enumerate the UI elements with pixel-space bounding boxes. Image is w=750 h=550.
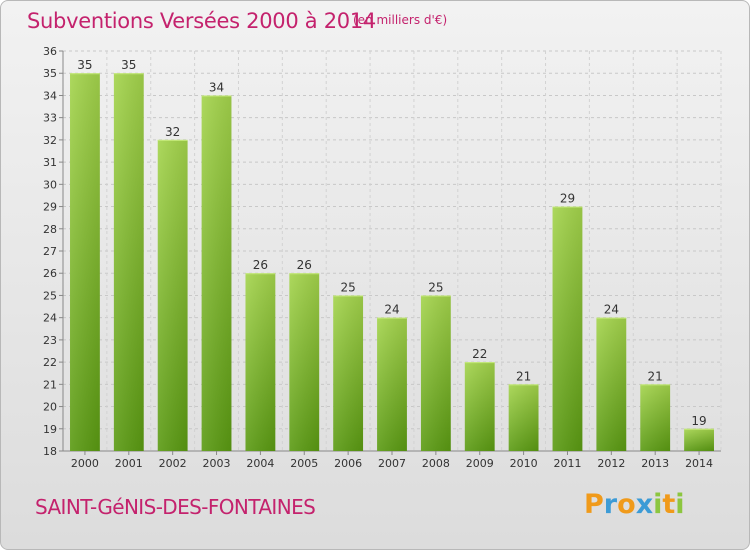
bar-shade [640, 384, 671, 451]
bar-value-label: 29 [560, 192, 575, 206]
bar-value-label: 24 [384, 303, 399, 317]
x-tick-label: 2013 [641, 457, 669, 470]
x-tick-label: 2006 [334, 457, 362, 470]
bar-shade [508, 384, 539, 451]
x-tick-label: 2014 [685, 457, 713, 470]
y-tick-label: 19 [43, 423, 57, 436]
bar-value-label: 24 [604, 303, 619, 317]
x-tick-label: 2000 [71, 457, 99, 470]
y-tick-label: 18 [43, 445, 57, 458]
bar-value-label: 19 [691, 414, 706, 428]
bar-value-label: 25 [428, 280, 443, 294]
y-tick-label: 20 [43, 401, 57, 414]
x-tick-label: 2009 [466, 457, 494, 470]
bar-shade [157, 139, 188, 451]
x-tick-label: 2007 [378, 457, 406, 470]
x-tick-label: 2001 [115, 457, 143, 470]
x-tick-label: 2008 [422, 457, 450, 470]
x-tick-label: 2003 [203, 457, 231, 470]
y-tick-label: 36 [43, 45, 57, 58]
bar-value-label: 22 [472, 347, 487, 361]
x-tick-label: 2011 [553, 457, 581, 470]
y-tick-label: 33 [43, 112, 57, 125]
y-tick-label: 32 [43, 134, 57, 147]
y-tick-label: 26 [43, 267, 57, 280]
x-tick-label: 2012 [597, 457, 625, 470]
y-tick-label: 27 [43, 245, 57, 258]
axes: 18 19 20 21 22 23 24 25 26 27 28 29 30 31 32 33 34 35 36 20… [43, 45, 721, 470]
x-tick-label: 2010 [510, 457, 538, 470]
y-tick-label: 25 [43, 289, 57, 302]
bar-shade [245, 273, 276, 451]
bar-shade [333, 295, 364, 451]
x-tick-label: 2002 [159, 457, 187, 470]
bar-shade [70, 73, 100, 451]
bar-shade [464, 362, 495, 451]
y-tick-label: 29 [43, 201, 57, 214]
y-tick-label: 21 [43, 378, 57, 391]
bar-shade [113, 73, 144, 451]
bar-shade [552, 206, 583, 451]
bar-value-label: 32 [165, 125, 180, 139]
bars: 35 35 32 34 26 26 25 24 25 22 21 29 24 21 19 [70, 58, 714, 451]
y-tick-label: 24 [43, 312, 57, 325]
bar-value-label: 21 [648, 369, 663, 383]
bar-value-label: 26 [297, 258, 312, 272]
y-tick-label: 34 [43, 89, 57, 102]
bar-shade [420, 295, 451, 451]
bar-value-label: 21 [516, 369, 531, 383]
bar-shade [596, 317, 627, 451]
y-tick-label: 28 [43, 223, 57, 236]
bar-shade [684, 428, 714, 451]
bar-value-label: 25 [340, 280, 355, 294]
y-tick-label: 31 [43, 156, 57, 169]
y-tick-label: 30 [43, 178, 57, 191]
bar-shade [201, 95, 232, 451]
bar-value-label: 34 [209, 80, 224, 94]
proxiti-logo[interactable]: Proxiti [584, 489, 685, 520]
commune-name: SAINT-GéNIS-DES-FONTAINES [35, 495, 316, 519]
chart-title: Subventions Versées 2000 à 2014 [27, 9, 376, 33]
x-tick-label: 2005 [290, 457, 318, 470]
y-tick-label: 23 [43, 334, 57, 347]
bar-shade [289, 273, 320, 451]
x-tick-label: 2004 [246, 457, 274, 470]
bar-shade [377, 317, 407, 451]
y-tick-label: 35 [43, 67, 57, 80]
chart-unit-label: (en milliers d'€) [353, 13, 448, 27]
y-tick-label: 22 [43, 356, 57, 369]
bar-value-label: 26 [253, 258, 268, 272]
bar-value-label: 35 [77, 58, 92, 72]
bar-value-label: 35 [121, 58, 136, 72]
